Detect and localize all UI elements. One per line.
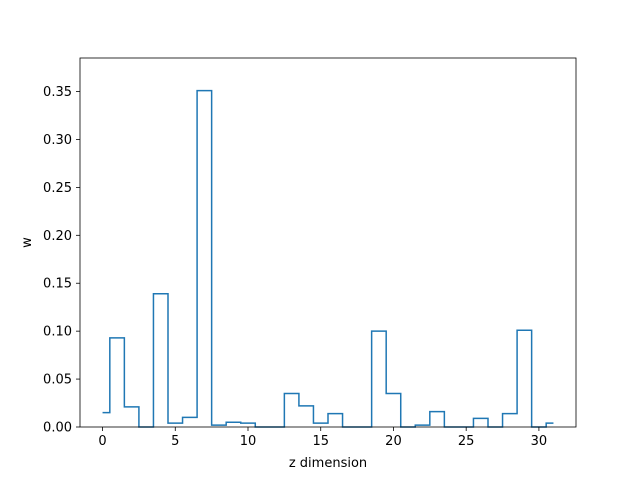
y-tick-label: 0.35 — [43, 85, 72, 100]
plot-area — [80, 58, 576, 427]
x-tick-label: 5 — [171, 434, 179, 449]
axes-frame — [79, 57, 577, 428]
y-axis-label: w — [20, 237, 35, 248]
y-tick-label: 0.05 — [43, 373, 72, 388]
x-tick-label: 10 — [240, 434, 257, 449]
x-tick-label: 30 — [531, 434, 548, 449]
y-tick-label: 0.10 — [43, 325, 72, 340]
x-tick-label: 15 — [312, 434, 329, 449]
x-tick-label: 20 — [385, 434, 402, 449]
y-tick-label: 0.00 — [43, 421, 72, 436]
y-axis-ticks: 0.00 0.05 0.10 0.15 0.20 0.25 0.30 0.35 — [43, 85, 80, 436]
x-axis-label: z dimension — [289, 456, 367, 471]
y-tick-label: 0.30 — [43, 133, 72, 148]
y-tick-label: 0.25 — [43, 181, 72, 196]
y-tick-label: 0.20 — [43, 229, 72, 244]
x-tick-label: 25 — [458, 434, 475, 449]
y-tick-label: 0.15 — [43, 277, 72, 292]
axes-background — [80, 58, 576, 427]
x-tick-label: 0 — [98, 434, 106, 449]
x-axis-ticks: 0 5 10 15 20 25 30 — [98, 427, 547, 449]
data-step-line — [102, 89, 554, 428]
